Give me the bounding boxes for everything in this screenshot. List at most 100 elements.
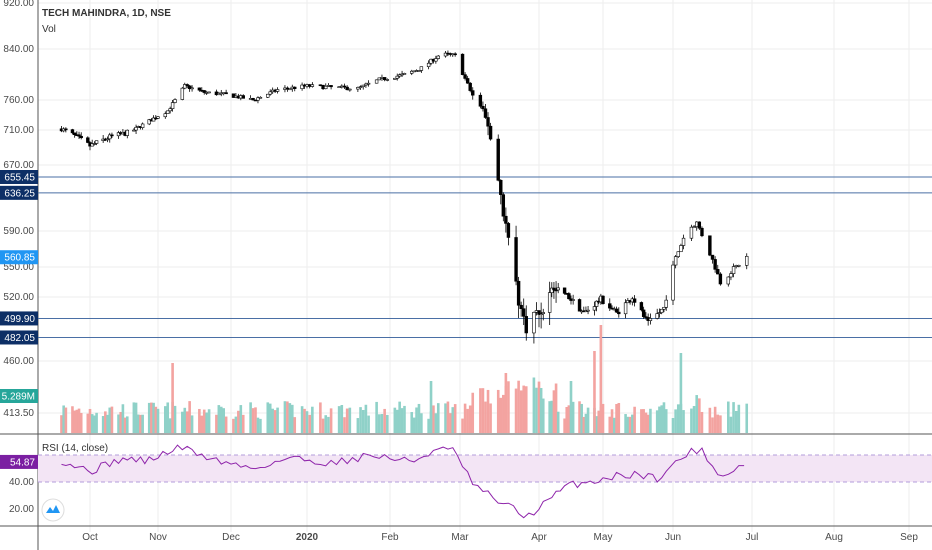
volume-bar	[303, 408, 306, 433]
candle-body	[541, 312, 545, 315]
volume-bar	[75, 409, 79, 433]
level-tag: 499.90	[4, 314, 35, 325]
volume-bar	[164, 406, 167, 433]
candle-body	[731, 266, 736, 274]
volume-bar	[254, 407, 257, 433]
price-tick-label: 413.50	[3, 408, 34, 419]
volume-bar	[60, 415, 63, 433]
time-tick-label: May	[594, 532, 613, 543]
candle-body	[486, 117, 490, 127]
volume-bar	[273, 410, 277, 433]
candle-body	[673, 256, 678, 266]
volume-bar	[395, 409, 399, 433]
volume-bar	[563, 418, 566, 433]
candle-body	[519, 304, 523, 310]
volume-bar	[241, 414, 245, 433]
candle-body	[610, 307, 614, 310]
candle-body	[134, 126, 138, 131]
volume-bar	[136, 414, 140, 433]
candle-body	[552, 287, 556, 291]
candle-body	[468, 82, 472, 91]
volume-label: Vol	[42, 24, 56, 35]
volume-bar	[377, 414, 381, 433]
candle-body	[436, 55, 440, 59]
volume-bar	[646, 414, 650, 433]
candle-body	[86, 137, 90, 143]
candle-body	[617, 311, 621, 315]
candle-body	[258, 96, 263, 99]
candle-body	[522, 308, 526, 317]
volume-bar	[541, 398, 545, 433]
volume-bar	[429, 381, 433, 433]
horizontal-levels	[38, 176, 932, 338]
volume-bar	[200, 415, 204, 433]
volume-bar	[152, 402, 155, 433]
volume-bar	[449, 413, 452, 433]
volume-bar	[640, 409, 643, 433]
candle-body	[537, 310, 541, 315]
candle-body	[499, 179, 503, 195]
candle-body	[168, 108, 172, 112]
volume-bar	[628, 416, 632, 433]
volume-bar	[121, 404, 125, 433]
volume-bar	[624, 414, 627, 433]
volume-bar	[106, 414, 109, 433]
volume-bar	[156, 408, 160, 433]
volume-bar	[345, 408, 349, 433]
volume-bar	[679, 353, 683, 433]
price-tick-label: 840.00	[3, 44, 34, 55]
volume-bar	[410, 412, 414, 433]
volume-bar	[658, 406, 661, 433]
logo-icon[interactable]	[41, 498, 65, 522]
candle-body	[300, 84, 304, 89]
volume-bar	[173, 405, 177, 433]
volume-bar	[615, 404, 618, 433]
candle-body	[700, 227, 704, 237]
candle-body	[197, 87, 202, 91]
candle-body	[382, 77, 387, 81]
candle-body	[567, 293, 571, 300]
volume-bar	[290, 404, 294, 433]
volume-bar	[337, 406, 341, 433]
candle-body	[488, 125, 493, 140]
candle-body	[586, 309, 590, 312]
rsi-label: RSI (14, close)	[42, 443, 108, 454]
volume-bar	[514, 388, 518, 433]
volume-bar	[734, 410, 738, 433]
candle-body	[506, 223, 511, 238]
volume-bar	[207, 409, 211, 433]
volume-bar	[319, 402, 322, 433]
candle-body	[671, 264, 675, 301]
level-tag: 482.05	[4, 333, 35, 344]
volume-bar	[711, 417, 714, 433]
candle-body	[465, 78, 470, 84]
candle-body	[601, 295, 605, 304]
volume-bar	[601, 403, 605, 433]
candles	[59, 50, 749, 344]
rsi-tag: 54.87	[10, 457, 35, 468]
candle-body	[183, 84, 187, 89]
candle-body	[655, 313, 659, 319]
volume-bar	[479, 388, 482, 433]
volume-bar	[271, 408, 274, 433]
volume-bar	[288, 403, 292, 433]
candle-body	[310, 84, 315, 87]
volume-bar	[125, 416, 129, 433]
volume-bar	[400, 408, 404, 433]
candle-body	[256, 97, 260, 101]
candle-body	[710, 254, 715, 260]
volume-bar	[522, 385, 526, 433]
volume-bar	[219, 406, 223, 433]
price-tick-label: 590.00	[3, 226, 34, 237]
candle-body	[524, 316, 528, 334]
volume-bar	[532, 377, 536, 433]
volume-bar	[64, 407, 68, 433]
volume-bar	[427, 418, 430, 433]
volume-bar	[655, 410, 659, 433]
candle-body	[478, 94, 483, 107]
candle-body	[329, 85, 333, 88]
volume-bar	[692, 406, 696, 433]
candle-body	[151, 117, 156, 122]
candle-body	[697, 221, 702, 229]
